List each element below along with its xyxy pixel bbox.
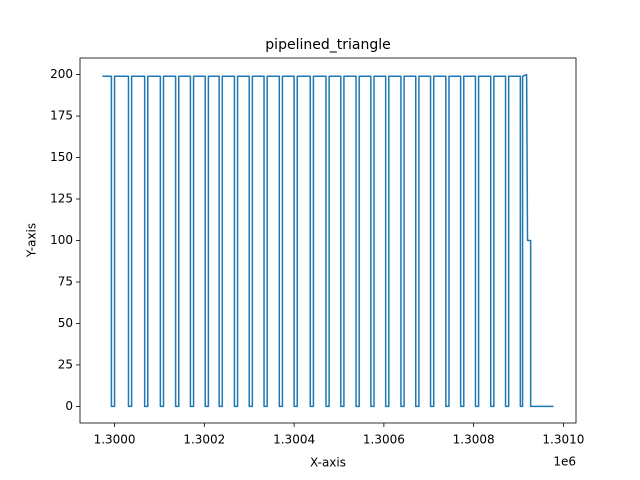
- x-tick-label: 1.3010: [542, 433, 584, 447]
- x-offset-label: 1e6: [553, 455, 576, 469]
- x-tick-label: 1.3002: [183, 433, 225, 447]
- y-tick-label: 50: [58, 316, 73, 330]
- y-tick-label: 175: [50, 109, 73, 123]
- x-tick-label: 1.3004: [273, 433, 315, 447]
- plot-frame: [79, 57, 577, 424]
- y-tick-label: 0: [65, 399, 73, 413]
- y-tick-label: 100: [50, 233, 73, 247]
- y-tick-label: 200: [50, 67, 73, 81]
- x-tick-label: 1.3006: [363, 433, 405, 447]
- y-axis-label: Y-axis: [25, 223, 39, 258]
- x-tick-label: 1.3000: [94, 433, 136, 447]
- y-tick-label: 25: [58, 357, 73, 371]
- y-tick-label: 75: [58, 274, 73, 288]
- data-line: [102, 73, 554, 408]
- y-tick-label: 125: [50, 192, 73, 206]
- y-tick-label: 150: [50, 150, 73, 164]
- x-axis-label: X-axis: [310, 456, 346, 470]
- x-tick-label: 1.3008: [453, 433, 495, 447]
- chart-title: pipelined_triangle: [265, 37, 390, 53]
